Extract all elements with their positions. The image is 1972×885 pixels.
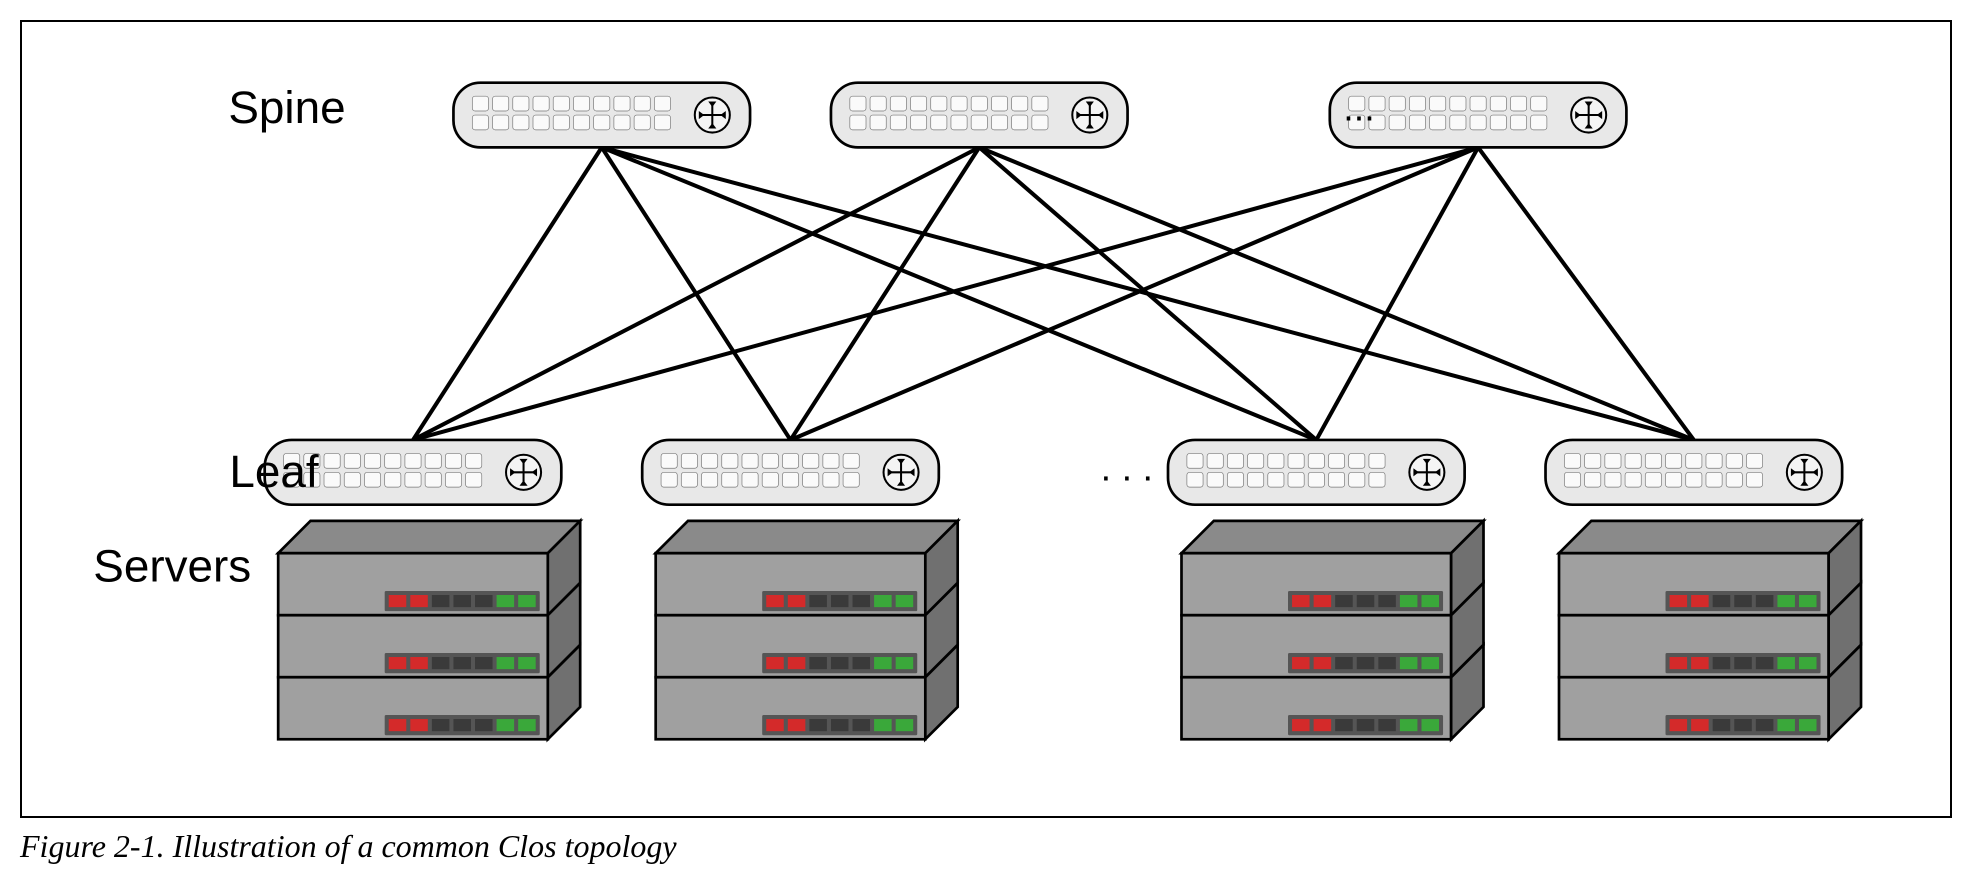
spine-label: Spine [228,82,345,133]
figure-caption: Figure 2-1. Illustration of a common Clo… [20,828,1952,865]
topology-svg: Spine Leaf Servers... . . . [22,22,1950,811]
edges [413,147,1694,440]
server-stack-3 [1559,521,1861,739]
server-stack-2 [1181,521,1483,739]
leaf-switch-3 [1546,440,1843,505]
ellipsis-mid: . . . [1101,446,1153,488]
leaf-label: Leaf [229,446,318,497]
spine-switch-0 [453,83,750,148]
edge [979,147,1316,440]
servers-label: Servers [93,541,251,592]
ellipsis-top: ... [1343,86,1374,128]
server-stack-1 [656,521,958,739]
leaf-switch-1 [642,440,939,505]
edge [602,147,1317,440]
leaf-switch-2 [1168,440,1465,505]
figure-frame: Spine Leaf Servers... . . . [20,20,1952,818]
server-stack-0 [278,521,580,739]
spine-switch-1 [831,83,1128,148]
